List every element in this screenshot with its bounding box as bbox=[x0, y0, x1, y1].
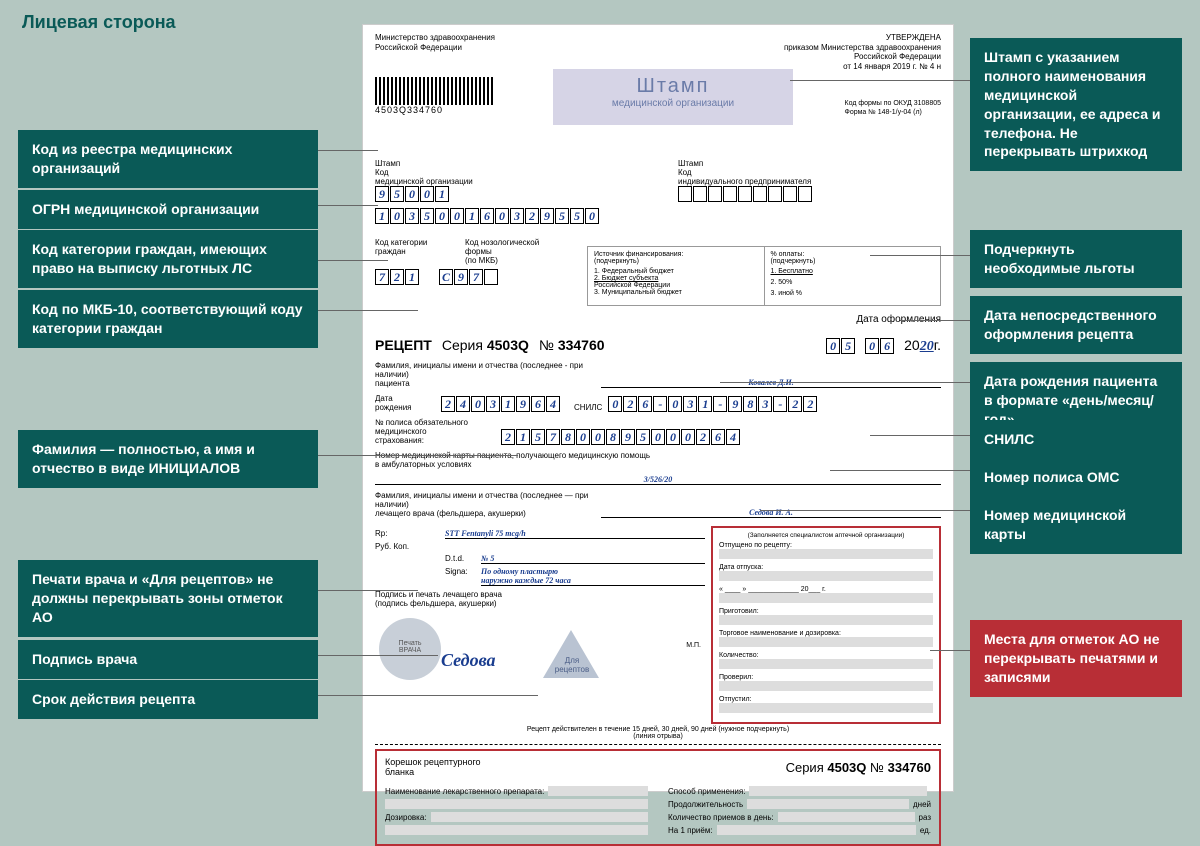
cat-label: Код категории граждан bbox=[375, 238, 445, 265]
validity-text: Рецепт действителен в течение 15 дней, 3… bbox=[375, 726, 941, 740]
ministry-label: Министерство здравоохранения Российской … bbox=[375, 33, 495, 71]
mkb-code-boxes: C97 bbox=[439, 269, 498, 285]
recept-word: РЕЦЕПТ bbox=[375, 337, 432, 353]
callout-r1: Штамп с указанием полного наименования м… bbox=[970, 38, 1182, 171]
rp-signa: По одному пластырю наружно каждые 72 час… bbox=[481, 567, 705, 586]
approved-label: УТВЕРЖДЕНА приказом Министерства здравоо… bbox=[784, 33, 941, 71]
page-title: Лицевая сторона bbox=[22, 12, 176, 33]
okud-codes: Код формы по ОКУД 3108805 Форма № 148-1/… bbox=[845, 99, 941, 117]
prescription-form: Министерство здравоохранения Российской … bbox=[362, 24, 954, 792]
callout-l8: Срок действия рецепта bbox=[18, 680, 318, 719]
date-month: 06 bbox=[865, 338, 894, 354]
callout-l1: Код из реестра медицинских организаций bbox=[18, 130, 318, 188]
callout-l7: Подпись врача bbox=[18, 640, 318, 679]
mkb-label: Код нозологической формы (по МКБ) bbox=[465, 238, 539, 265]
doctor-seal: Печать ВРАЧА bbox=[379, 618, 441, 680]
callout-r6: Номер полиса ОМС bbox=[970, 458, 1182, 497]
polis-label: № полиса обязательного медицинского стра… bbox=[375, 418, 495, 445]
patient-fio: Ковалев Д.И. bbox=[601, 378, 941, 388]
doctor-label: Фамилия, инициалы имени и отчества (посл… bbox=[375, 491, 595, 518]
patient-fio-label: Фамилия, инициалы имени и отчества (посл… bbox=[375, 361, 595, 388]
date-day: 05 bbox=[826, 338, 855, 354]
ip-code-label: Штамп Код индивидуального предпринимател… bbox=[678, 159, 941, 186]
callout-r7: Номер медицинской карты bbox=[970, 496, 1182, 554]
callout-l4: Код по МКБ-10, соответствующий коду кате… bbox=[18, 290, 318, 348]
dob-boxes: 24031964 bbox=[441, 396, 560, 412]
org-code-boxes: 95001 bbox=[375, 186, 449, 202]
barcode bbox=[375, 77, 495, 105]
callout-r5: СНИЛС bbox=[970, 420, 1182, 459]
recipes-seal-text: Для рецептов bbox=[547, 656, 597, 674]
snils-label: СНИЛС bbox=[574, 403, 602, 412]
org-stamp: Штамп медицинской организации bbox=[553, 69, 793, 125]
polis-boxes: 2157800895000264 bbox=[501, 429, 740, 445]
callout-l6: Печати врача и «Для рецептов» не должны … bbox=[18, 560, 318, 637]
ip-code-boxes bbox=[678, 186, 812, 202]
callout-r2: Подчеркнуть необходимые льготы bbox=[970, 230, 1182, 288]
pharmacy-block: (Заполняется специалистом аптечной орган… bbox=[711, 526, 941, 724]
callout-r3: Дата непосредственного оформления рецепт… bbox=[970, 296, 1182, 354]
dob-label: Дата рождения bbox=[375, 394, 435, 412]
rp-drug: STT Fentanyli 75 mcg/h bbox=[445, 529, 705, 539]
stub-block: Корешок рецептурного бланка Серия 4503Q … bbox=[375, 749, 941, 846]
date-label: Дата оформления bbox=[375, 314, 941, 325]
barcode-number: 4503Q334760 bbox=[375, 105, 495, 115]
card-number: 3/526/20 bbox=[375, 475, 941, 485]
callout-l5: Фамилия — полностью, а имя и отчество в … bbox=[18, 430, 318, 488]
org-code-label: Штамп Код медицинской организации bbox=[375, 159, 638, 186]
cat-code-boxes: 721 bbox=[375, 269, 419, 285]
ogrn-boxes: 103500160329550 bbox=[375, 208, 599, 224]
callout-l2: ОГРН медицинской организации bbox=[18, 190, 318, 229]
mp-label: М.П. bbox=[686, 642, 701, 649]
fin-source: Источник финансирования: (подчеркнуть) 1… bbox=[588, 247, 765, 305]
sign-label: Подпись и печать лечащего врача (подпись… bbox=[375, 590, 705, 608]
callout-r8: Места для отметок АО не перекрывать печа… bbox=[970, 620, 1182, 697]
doctor-signature: Седова bbox=[441, 650, 496, 671]
pay-percent: % оплаты: (подчеркнуть) 1. Бесплатно2. 5… bbox=[765, 247, 941, 305]
rp-dtd: № 5 bbox=[481, 554, 705, 564]
callout-l3: Код категории граждан, имеющих право на … bbox=[18, 230, 318, 288]
snils-boxes: 026-031-983-22 bbox=[608, 396, 817, 412]
